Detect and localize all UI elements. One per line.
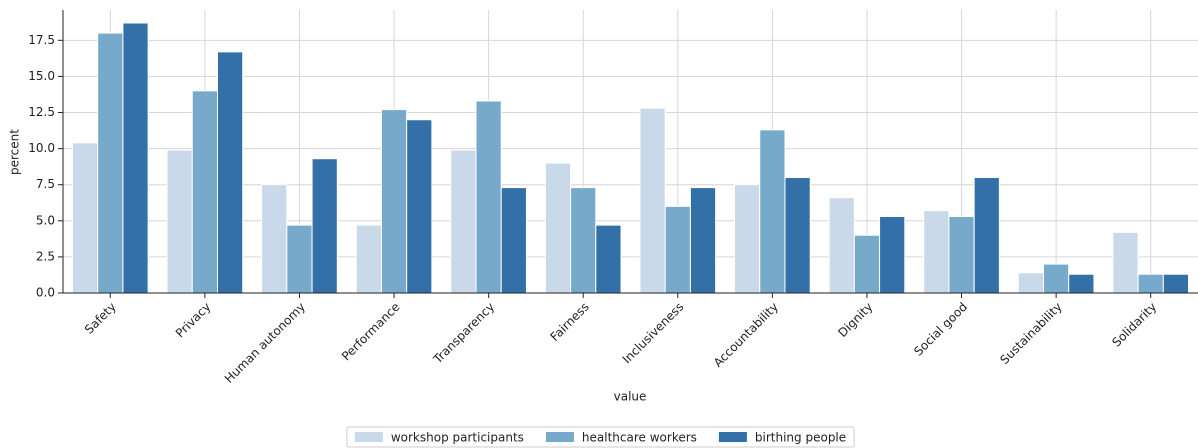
bar bbox=[664, 205, 691, 294]
x-tick-label: Accountability bbox=[711, 300, 781, 370]
legend-label: birthing people bbox=[755, 431, 846, 445]
bar bbox=[689, 187, 717, 294]
x-tick-label: Privacy bbox=[173, 300, 214, 341]
x-tick-label: Solidarity bbox=[1109, 300, 1159, 350]
bar bbox=[122, 22, 149, 294]
bar bbox=[261, 184, 288, 294]
bar bbox=[311, 158, 338, 294]
bar bbox=[853, 234, 881, 294]
x-tick-label: Fairness bbox=[547, 300, 591, 344]
bar bbox=[784, 176, 811, 294]
bar bbox=[639, 107, 666, 294]
y-tick-label: 5.0 bbox=[36, 213, 55, 227]
x-tick-label: Performance bbox=[339, 300, 403, 364]
legend-label: healthcare workers bbox=[582, 431, 697, 445]
legend-swatch bbox=[354, 432, 383, 442]
bar bbox=[1162, 273, 1190, 294]
x-tick-label: Human autonomy bbox=[222, 300, 308, 386]
bar bbox=[216, 51, 244, 294]
x-tick-label: Inclusiveness bbox=[620, 300, 687, 367]
bar bbox=[97, 32, 124, 294]
y-tick-label: 10.0 bbox=[28, 141, 55, 155]
bar bbox=[500, 187, 527, 294]
y-tick-label: 17.5 bbox=[28, 33, 55, 47]
bar bbox=[570, 187, 597, 294]
x-tick-label: Sustainability bbox=[997, 300, 1064, 367]
bar bbox=[450, 149, 477, 294]
legend-swatch bbox=[718, 432, 747, 442]
bar bbox=[1043, 263, 1070, 294]
bar bbox=[544, 162, 572, 294]
bar bbox=[191, 90, 218, 294]
x-tick-label: Dignity bbox=[835, 300, 875, 340]
y-tick-label: 0.0 bbox=[36, 286, 55, 300]
legend-label: workshop participants bbox=[391, 431, 524, 445]
y-axis-label: percent bbox=[8, 129, 22, 175]
bar bbox=[828, 197, 855, 294]
bar bbox=[475, 100, 502, 294]
bar bbox=[923, 210, 950, 294]
y-tick-label: 2.5 bbox=[36, 249, 55, 263]
bar bbox=[71, 142, 99, 294]
legend-swatch bbox=[545, 432, 574, 442]
bar bbox=[973, 176, 1000, 294]
bar bbox=[406, 119, 433, 294]
y-tick-label: 15.0 bbox=[28, 69, 55, 83]
bar bbox=[166, 149, 193, 294]
bar bbox=[380, 109, 408, 294]
bar bbox=[948, 215, 975, 294]
y-tick-label: 12.5 bbox=[28, 105, 55, 119]
x-tick-label: Social good bbox=[911, 300, 970, 359]
x-axis-label: value bbox=[614, 390, 647, 404]
bar bbox=[1068, 273, 1095, 294]
bar bbox=[1112, 231, 1139, 294]
bar bbox=[1017, 272, 1045, 294]
bar bbox=[1137, 273, 1164, 294]
x-tick-label: Safety bbox=[82, 300, 119, 337]
legend: workshop participants healthcare workers b… bbox=[346, 426, 855, 448]
bar bbox=[355, 224, 382, 294]
bar bbox=[759, 129, 786, 294]
x-tick-label: Transparency bbox=[430, 300, 497, 367]
y-tick-label: 7.5 bbox=[36, 177, 55, 191]
bar bbox=[879, 215, 906, 294]
bar bbox=[595, 224, 622, 294]
bar bbox=[734, 184, 761, 294]
bar bbox=[286, 224, 313, 294]
